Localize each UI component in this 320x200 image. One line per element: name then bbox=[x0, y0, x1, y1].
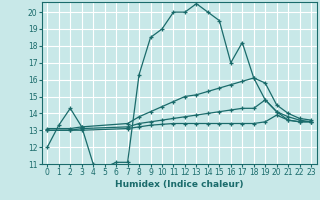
X-axis label: Humidex (Indice chaleur): Humidex (Indice chaleur) bbox=[115, 180, 244, 189]
